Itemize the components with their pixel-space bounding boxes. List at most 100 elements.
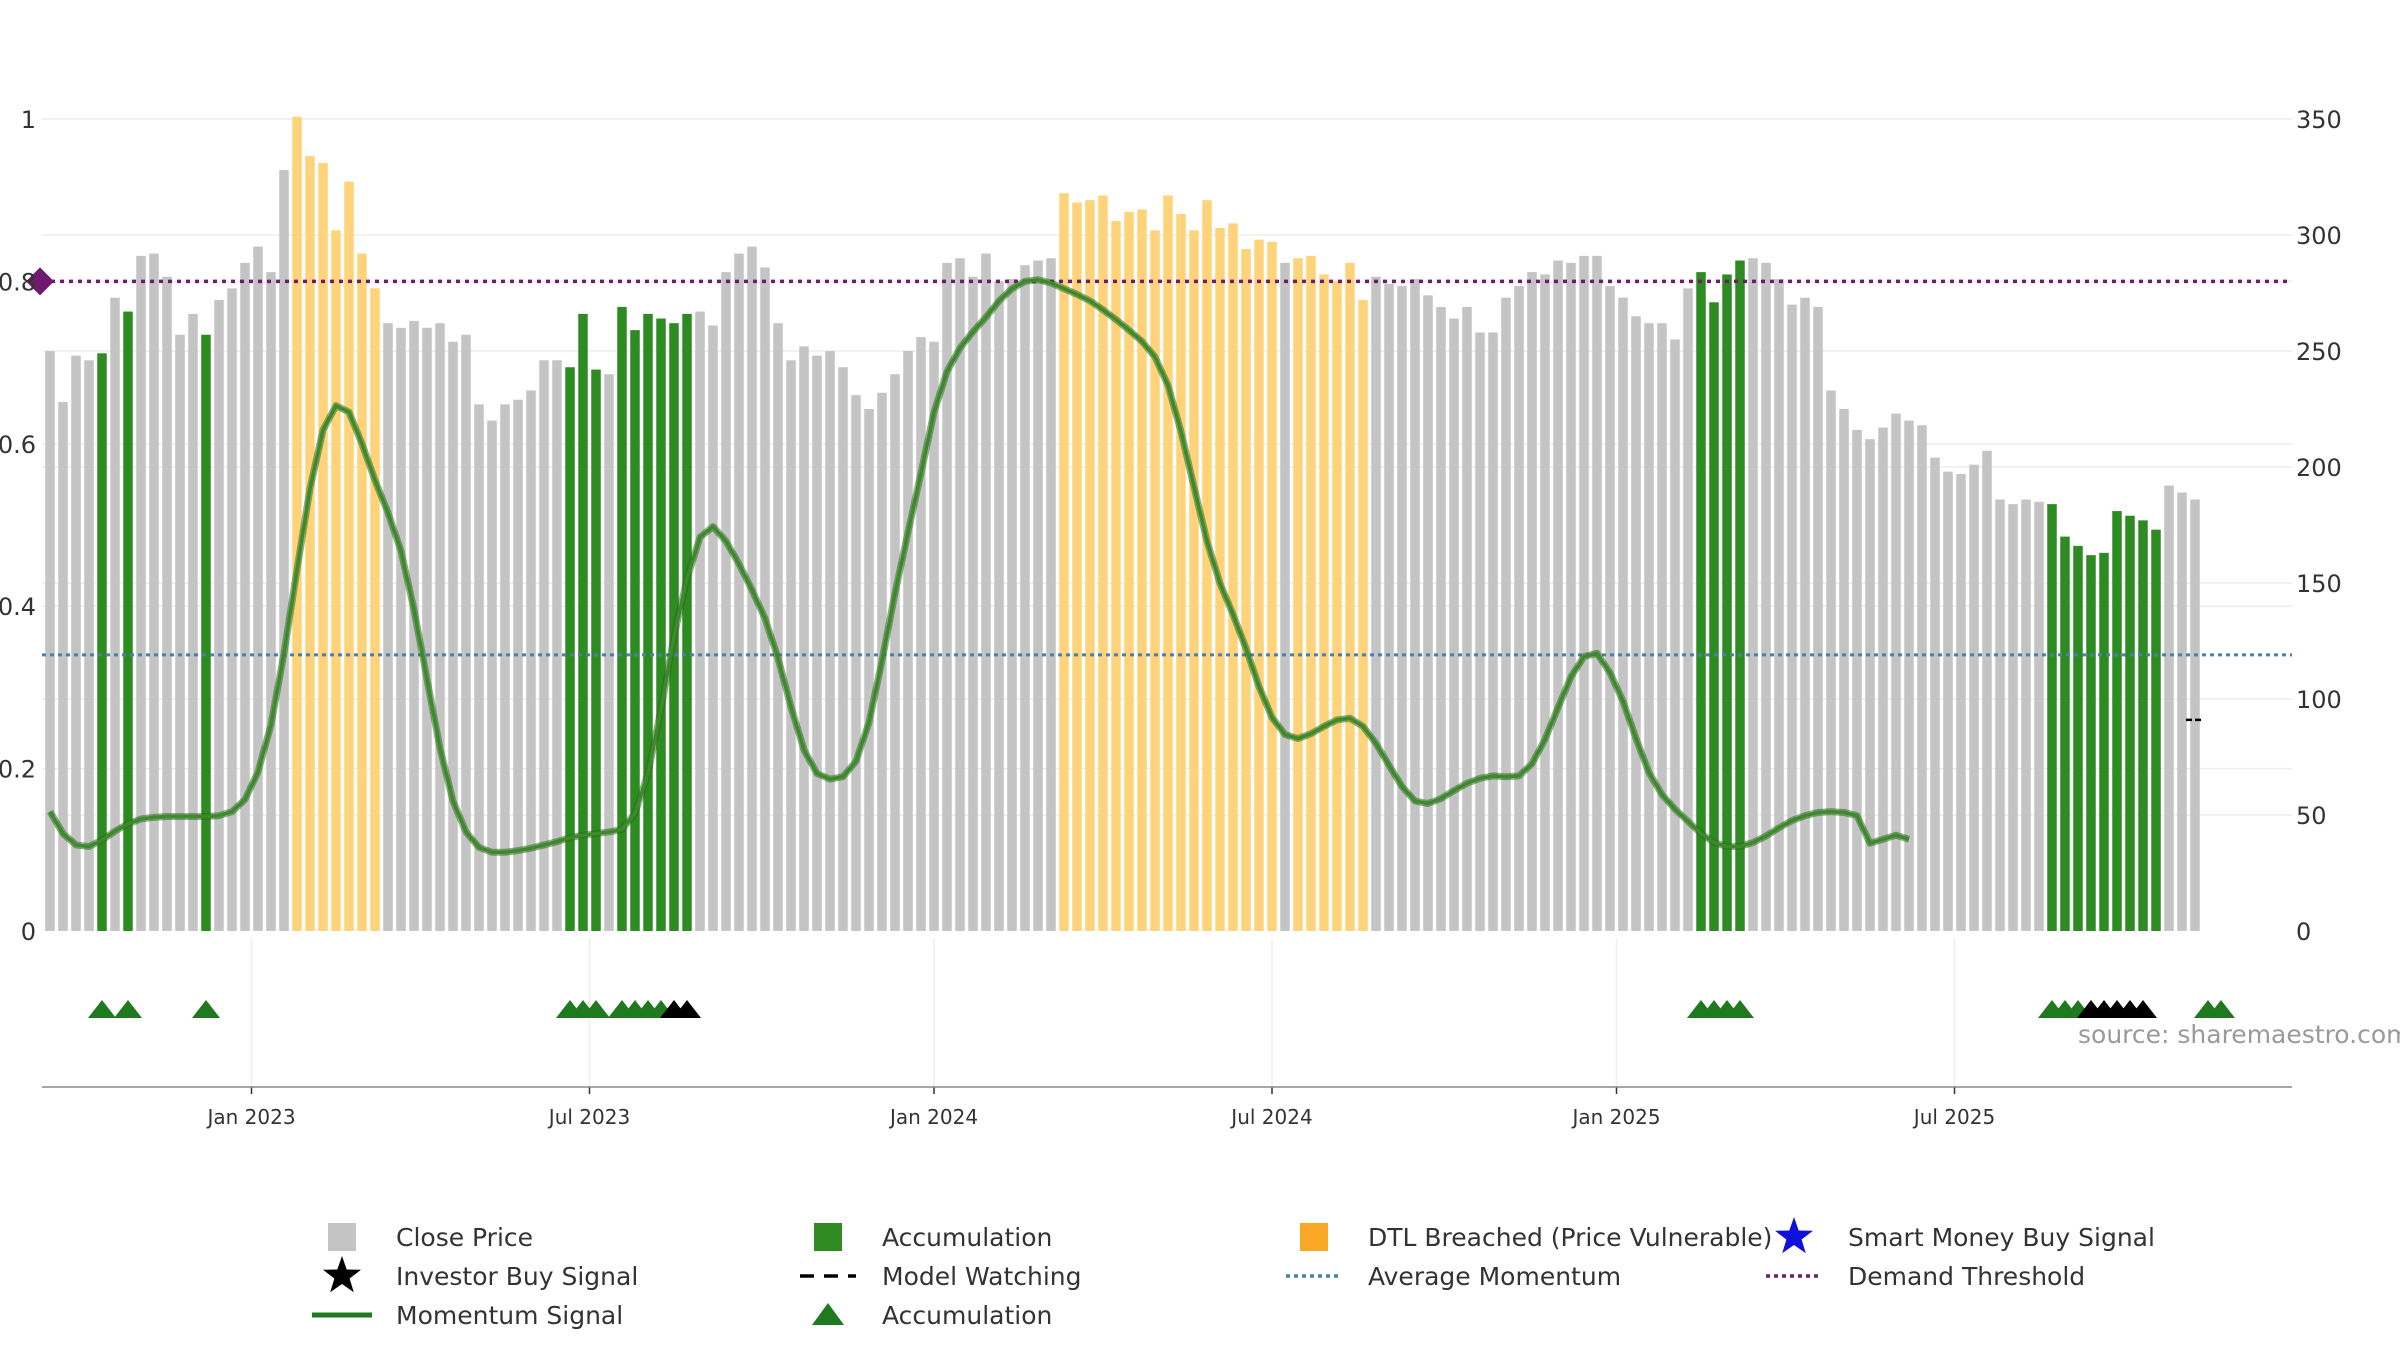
legend-item: Model Watching — [800, 1262, 1082, 1291]
legend-label: DTL Breached (Price Vulnerable) — [1368, 1223, 1772, 1252]
close-bar — [903, 351, 913, 931]
momentum-signal-line — [48, 278, 1910, 854]
y-right-tick-label: 150 — [2296, 570, 2342, 598]
price-bars — [45, 116, 2200, 932]
dtl-breached-bar — [1150, 230, 1160, 932]
y-right-tick-label: 200 — [2296, 454, 2342, 482]
close-bar — [864, 409, 874, 931]
close-bar — [1475, 332, 1485, 931]
close-bar — [110, 297, 120, 931]
accumulation-bar — [2047, 504, 2057, 931]
investor-buy-marker — [673, 1000, 701, 1018]
accumulation-bar — [2060, 536, 2070, 931]
close-bar — [695, 311, 705, 931]
close-bar — [1904, 420, 1914, 931]
close-bar — [1657, 323, 1667, 931]
close-bar — [734, 253, 744, 931]
accumulation-marker — [2207, 1000, 2235, 1018]
accumulation-bar — [643, 313, 653, 931]
close-bar — [1631, 316, 1641, 931]
y-left-tick-label: 0.6 — [0, 431, 36, 459]
close-bar — [760, 267, 770, 932]
close-bar — [1514, 286, 1524, 931]
close-bar — [2021, 499, 2031, 931]
legend-dtl-swatch — [1300, 1223, 1328, 1251]
close-bar — [916, 337, 926, 932]
close-bar — [799, 346, 809, 931]
close-bar — [279, 170, 289, 932]
close-bar — [1527, 272, 1537, 931]
close-bar — [240, 262, 250, 932]
x-tick-label: Jan 2025 — [1570, 1105, 1660, 1129]
close-bar — [1280, 262, 1290, 932]
y-right-tick-label: 350 — [2296, 106, 2342, 134]
accumulation-bar — [123, 311, 133, 931]
legend-investor-star — [323, 1256, 361, 1293]
dtl-breached-bar — [1098, 195, 1108, 931]
x-tick-label: Jul 2024 — [1229, 1105, 1312, 1129]
close-bar — [1449, 318, 1459, 931]
close-bar — [825, 351, 835, 931]
dtl-breached-bar — [1267, 241, 1277, 931]
close-bar — [773, 323, 783, 931]
legend-item: Accumulation — [814, 1223, 1052, 1252]
close-bar — [1436, 306, 1446, 931]
close-bar — [253, 246, 263, 932]
close-bar — [851, 395, 861, 932]
close-bar — [2008, 504, 2018, 931]
dtl-breached-bar — [370, 288, 380, 931]
close-bar — [1839, 409, 1849, 931]
close-bar — [1982, 450, 1992, 931]
dtl-breached-bar — [1124, 211, 1134, 932]
legend-label: Accumulation — [882, 1223, 1052, 1252]
close-bar — [149, 253, 159, 931]
dtl-breached-bar — [305, 156, 315, 931]
close-bar — [1371, 276, 1381, 931]
accumulation-bar — [2073, 545, 2083, 931]
close-bar — [786, 360, 796, 931]
accumulation-bar — [2125, 515, 2135, 931]
x-tick-label: Jan 2023 — [205, 1105, 295, 1129]
accumulation-bar — [656, 318, 666, 931]
close-bar — [942, 262, 952, 932]
accumulation-bar — [2112, 511, 2122, 931]
close-bar — [500, 404, 510, 931]
dtl-breached-bar — [357, 253, 367, 931]
close-bar — [45, 351, 55, 931]
dtl-breached-bar — [1059, 193, 1069, 932]
dtl-breached-bar — [1254, 239, 1264, 931]
investor-buy-marker — [2129, 1000, 2157, 1018]
accumulation-bar — [617, 306, 627, 931]
legend-close-swatch — [328, 1223, 356, 1251]
close-bar — [2190, 499, 2200, 931]
accumulation-bar — [1696, 272, 1706, 931]
close-bar — [929, 341, 939, 932]
close-bar — [1956, 473, 1966, 931]
y-right-tick-label: 50 — [2296, 802, 2327, 830]
dtl-breached-bar — [1228, 223, 1238, 931]
y-right-tick-label: 250 — [2296, 338, 2342, 366]
close-bar — [396, 327, 406, 931]
close-bar — [2164, 485, 2174, 931]
close-bar — [175, 334, 185, 931]
dtl-breached-bar — [1137, 209, 1147, 932]
y-left-tick-label: 0.4 — [0, 593, 36, 621]
close-bar — [188, 313, 198, 931]
accumulation-marker — [114, 1000, 142, 1018]
accumulation-bar — [2086, 555, 2096, 931]
legend-item: Momentum Signal — [312, 1301, 623, 1330]
dtl-breached-bar — [1163, 195, 1173, 931]
y-left-tick-label: 1 — [21, 106, 36, 134]
close-bar — [1761, 262, 1771, 932]
close-bar — [1618, 297, 1628, 931]
legend-item: Investor Buy Signal — [323, 1256, 638, 1293]
close-bar — [1605, 286, 1615, 931]
close-bar — [513, 399, 523, 932]
legend-item: Demand Threshold — [1766, 1262, 2085, 1291]
close-bar — [71, 355, 81, 931]
accumulation-bar — [578, 313, 588, 931]
close-bar — [214, 299, 224, 932]
legend-label: Model Watching — [882, 1262, 1082, 1291]
legend-label: Accumulation — [882, 1301, 1052, 1330]
close-bar — [1553, 260, 1563, 931]
